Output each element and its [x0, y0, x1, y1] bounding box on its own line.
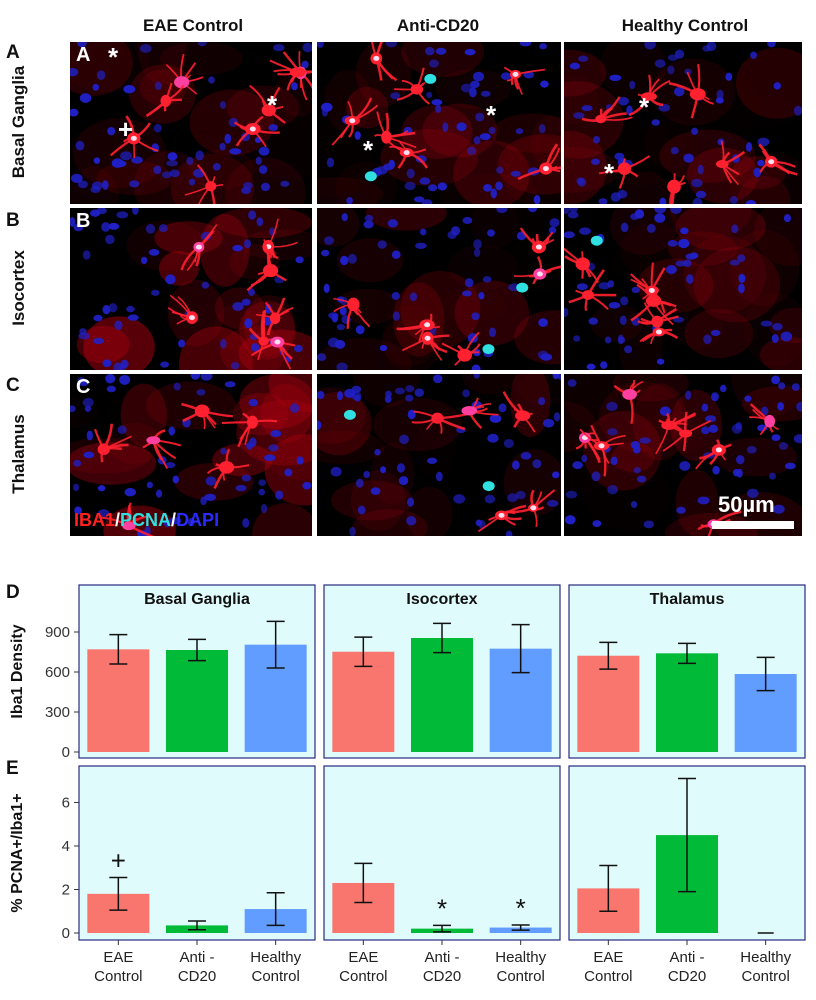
y-tick-label: 900 [45, 624, 70, 641]
x-tick-label: Control [94, 968, 142, 985]
column-title-healthy-control: Healthy Control [621, 16, 749, 35]
x-tick-label: Healthy [495, 949, 546, 966]
micrograph [70, 42, 312, 204]
micrograph [70, 208, 312, 370]
x-tick-label: Anti - [669, 949, 704, 966]
bar-charts: 0 300 600 900 Iba1 Density Basal Ganglia Isoco… [9, 584, 806, 985]
row-title-thalamus: Thalamus [9, 414, 28, 494]
bar [411, 638, 473, 752]
micrograph [564, 208, 802, 370]
column-title-eae-control: EAE Control [142, 16, 244, 35]
inset-letter-b: B [76, 210, 91, 232]
x-tick-label: Healthy [250, 949, 301, 966]
marker-asterisk: * [267, 90, 278, 120]
significance-marker: + [111, 846, 126, 876]
row-title-basal-ganglia: Basal Ganglia [9, 65, 28, 179]
marker-asterisk: * [486, 100, 497, 130]
inset-letter-a: A [76, 44, 91, 66]
y-tick-label: 2 [62, 881, 70, 898]
marker-asterisk: * [363, 135, 374, 165]
marker-asterisk: * [604, 158, 615, 188]
bar [577, 655, 640, 752]
x-tick-label: CD20 [668, 968, 706, 985]
y-tick-label: 6 [62, 794, 70, 811]
y-tick-label: 600 [45, 664, 70, 681]
bar [656, 653, 718, 752]
row-letter-a: A [6, 42, 20, 63]
x-tick-label: Anti - [179, 949, 214, 966]
column-title-anti-cd20: Anti-CD20 [396, 16, 480, 35]
x-tick-label: EAE [103, 949, 133, 966]
row-letter-b: B [6, 210, 20, 231]
x-tick-label: CD20 [178, 968, 216, 985]
y-tick-label: 4 [62, 838, 70, 855]
legend-sep: / [171, 510, 177, 530]
micrograph [564, 374, 802, 536]
x-tick-label: EAE [348, 949, 378, 966]
micrograph [564, 42, 802, 204]
row-title-isocortex: Isocortex [9, 250, 28, 326]
x-tick-label: Control [251, 968, 299, 985]
marker-asterisk: * [639, 92, 650, 122]
marker-asterisk: * [108, 42, 119, 72]
bar [166, 650, 228, 752]
y-tick-label: 300 [45, 704, 70, 721]
facet-title: Thalamus [650, 591, 725, 608]
legend-pcna: PCNA [120, 510, 172, 530]
x-tick-label: Control [496, 968, 544, 985]
bar [87, 649, 150, 752]
facet-title: Isocortex [406, 591, 477, 608]
scale-bar-label: 50µm [718, 492, 775, 517]
facet-title: Basal Ganglia [144, 591, 250, 608]
x-tick-label: Control [339, 968, 387, 985]
chart-letter-e: E [6, 758, 19, 779]
x-tick-label: Control [584, 968, 632, 985]
micrograph [317, 374, 561, 536]
y-axis-label: % PCNA+/Iba1+ [9, 793, 26, 912]
y-tick-label: 0 [62, 925, 70, 942]
x-tick-label: Control [741, 968, 789, 985]
stain-legend: IBA1/PCNA/DAPI [74, 510, 219, 531]
y-tick-label: 0 [62, 744, 70, 761]
y-axis-label: Iba1 Density [9, 624, 26, 718]
x-tick-label: EAE [593, 949, 623, 966]
scale-bar [712, 521, 794, 529]
legend-iba1: IBA1 [74, 510, 116, 530]
significance-marker: * [516, 893, 526, 923]
significance-marker: * [437, 893, 447, 923]
x-tick-label: Healthy [740, 949, 791, 966]
marker-plus: + [118, 114, 134, 144]
micrograph [317, 208, 561, 370]
x-tick-label: CD20 [423, 968, 461, 985]
micrograph [317, 42, 561, 204]
legend-dapi: DAPI [176, 510, 220, 530]
micrograph [70, 374, 312, 536]
inset-letter-c: C [76, 376, 91, 398]
row-letter-c: C [6, 375, 20, 396]
bar [332, 651, 395, 752]
legend-sep: / [115, 510, 121, 530]
chart-letter-d: D [6, 582, 20, 603]
x-tick-label: Anti - [424, 949, 459, 966]
